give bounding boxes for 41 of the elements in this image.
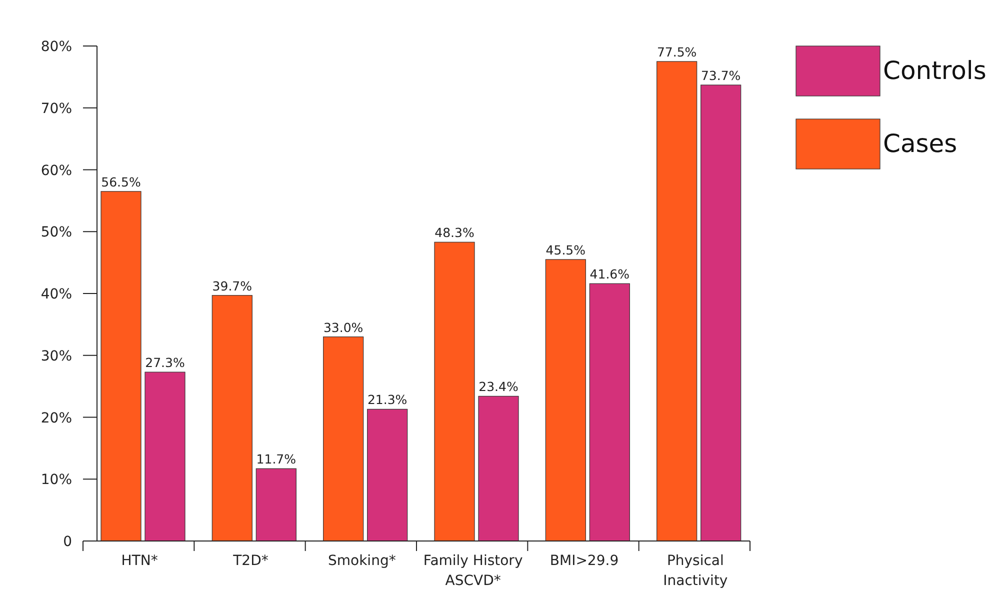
y-tick-label: 70% xyxy=(40,100,72,117)
data-label: 21.3% xyxy=(367,392,408,408)
legend-label: Controls xyxy=(883,56,986,85)
data-label: 23.4% xyxy=(478,379,518,394)
data-label: 73.7% xyxy=(700,68,741,83)
y-tick-label: 0 xyxy=(63,534,72,550)
y-tick-label: 40% xyxy=(40,286,72,302)
x-tick-label: Smoking* xyxy=(328,553,396,569)
bar xyxy=(144,372,186,542)
bar xyxy=(700,84,742,542)
x-tick-label: HTN* xyxy=(121,553,158,569)
bar xyxy=(434,242,475,542)
data-label: 41.6% xyxy=(590,266,630,282)
data-label: 48.3% xyxy=(434,225,474,240)
y-tick-label: 80% xyxy=(40,39,72,55)
bar xyxy=(212,295,252,542)
y-tick-label: 30% xyxy=(40,348,72,364)
bar xyxy=(545,259,586,542)
y-tick-label: 60% xyxy=(40,162,72,179)
y-tick-label: 10% xyxy=(40,472,72,488)
bar xyxy=(367,408,408,542)
bar xyxy=(100,191,142,542)
x-tick-label: Family History ASCVD* xyxy=(423,553,523,589)
y-tick-label: 50% xyxy=(40,224,72,241)
x-tick-label: T2D* xyxy=(232,553,268,569)
data-label: 45.5% xyxy=(546,242,586,258)
bar xyxy=(656,61,698,542)
data-label: 11.7% xyxy=(256,452,296,467)
bar xyxy=(256,468,296,542)
data-label: 33.0% xyxy=(323,320,364,335)
bar xyxy=(323,336,364,542)
data-label: 56.5% xyxy=(101,174,141,190)
bar xyxy=(589,283,630,542)
x-tick-label: Physical Inactivity xyxy=(663,553,728,589)
legend-label: Cases xyxy=(883,129,958,158)
y-tick-label: 20% xyxy=(40,410,72,426)
data-label: 39.7% xyxy=(212,278,252,294)
data-label: 27.3% xyxy=(145,355,185,370)
bar xyxy=(478,396,519,542)
x-tick-label: BMI>29.9 xyxy=(550,553,619,569)
data-label: 77.5% xyxy=(656,44,697,60)
